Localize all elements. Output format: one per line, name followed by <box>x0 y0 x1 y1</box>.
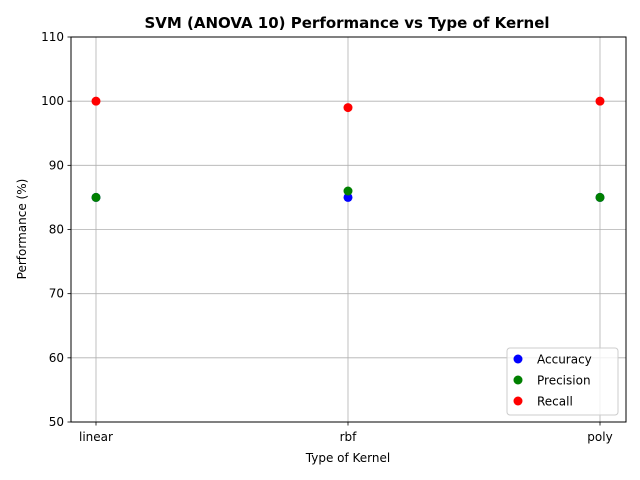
point-recall-poly <box>595 96 605 106</box>
legend-label-precision: Precision <box>537 374 591 388</box>
x-axis-label: Type of Kernel <box>305 451 390 465</box>
y-tick-label: 100 <box>41 94 64 108</box>
point-recall-linear <box>91 96 101 106</box>
y-tick-label: 50 <box>49 415 64 429</box>
legend-marker-precision <box>513 375 523 385</box>
y-tick-label: 60 <box>49 351 64 365</box>
legend: Accuracy Precision Recall <box>506 347 619 416</box>
legend-label-recall: Recall <box>537 395 573 409</box>
y-tick-label: 70 <box>49 287 64 301</box>
x-tick-label-poly: poly <box>587 430 612 444</box>
point-precision-poly <box>595 192 605 202</box>
x-tick-label-rbf: rbf <box>340 430 358 444</box>
plot-frame <box>70 36 627 423</box>
legend-marker-accuracy <box>513 354 523 364</box>
y-tick-label: 90 <box>49 158 64 172</box>
legend-box <box>506 347 619 416</box>
point-recall-rbf <box>343 103 353 113</box>
chart-title: SVM (ANOVA 10) Performance vs Type of Ke… <box>144 14 549 32</box>
y-axis-label: Performance (%) <box>15 179 29 280</box>
point-precision-linear <box>91 192 101 202</box>
y-tick-label: 80 <box>49 223 64 237</box>
point-accuracy-rbf <box>343 192 353 202</box>
legend-marker-recall <box>513 396 523 406</box>
data-points <box>91 96 605 202</box>
x-tick-label-linear: linear <box>79 430 113 444</box>
point-precision-rbf <box>343 186 353 196</box>
y-tick-label: 110 <box>41 30 64 44</box>
legend-label-accuracy: Accuracy <box>537 353 592 367</box>
axis-ticks: 50 60 70 80 90 100 110 linear rbf poly <box>41 30 613 444</box>
